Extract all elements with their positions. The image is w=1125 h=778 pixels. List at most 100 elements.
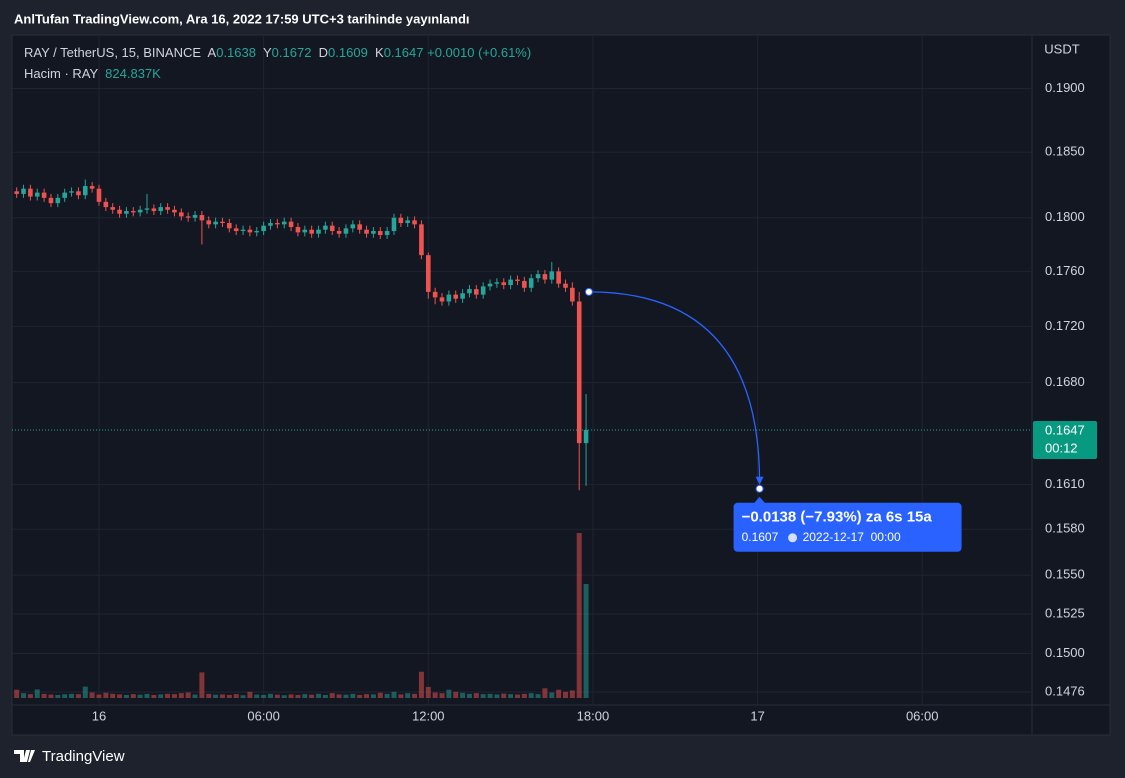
- volume-bar: [240, 695, 246, 698]
- volume-bar: [34, 689, 40, 698]
- y-tick-label: 0.1800: [1045, 209, 1085, 224]
- brand: TradingView: [42, 748, 125, 765]
- volume-bar: [343, 694, 349, 698]
- ohlc-letter: A: [207, 45, 217, 60]
- candle-body: [213, 221, 218, 225]
- volume-bar: [302, 694, 308, 698]
- candle-body: [508, 279, 513, 286]
- volume-bar: [418, 671, 424, 698]
- logo: TradingView: [14, 748, 125, 765]
- volume-bar: [117, 694, 123, 698]
- candle-body: [137, 209, 143, 213]
- candle-body: [48, 197, 54, 204]
- symbol: RAY / TetherUS, 15, BINANCE: [24, 45, 202, 60]
- candle-body: [357, 224, 362, 230]
- candle-body: [528, 278, 534, 288]
- candle-body: [192, 215, 198, 218]
- volume-bar: [439, 693, 445, 698]
- candle-body: [110, 207, 116, 210]
- volume-bar: [569, 690, 575, 698]
- candle-body: [268, 223, 273, 226]
- volume-bar: [391, 691, 397, 698]
- volume-bar: [21, 693, 27, 698]
- candle-body: [439, 297, 445, 302]
- volume-bar: [501, 693, 507, 698]
- y-tick-label: 0.1500: [1045, 645, 1085, 660]
- caption: AnlTufan TradingView.com, Ara 16, 2022 1…: [14, 11, 470, 26]
- y-tick-label: 0.1550: [1045, 567, 1085, 582]
- y-tick-label: 0.1525: [1045, 605, 1085, 620]
- candle-body: [432, 291, 438, 298]
- volume-bar: [514, 694, 520, 698]
- volume-bar: [466, 693, 472, 698]
- candle-body: [398, 217, 404, 224]
- volume-bar: [27, 694, 33, 698]
- candle-body: [425, 255, 431, 292]
- y-tick-label: 0.1610: [1045, 476, 1085, 491]
- volume-bar: [219, 694, 225, 698]
- candle-body: [460, 293, 465, 299]
- volume-bar: [41, 693, 47, 698]
- plot-frame: [11, 34, 1111, 736]
- candle-body: [288, 221, 294, 228]
- ohlc-letter: D: [318, 45, 329, 60]
- volume-bar: [460, 692, 466, 698]
- candle-body: [82, 186, 88, 196]
- volume-bar: [480, 694, 486, 698]
- volume-bar: [535, 694, 541, 698]
- candle-body: [117, 209, 122, 214]
- candle-body: [583, 430, 589, 444]
- volume-bar: [69, 693, 75, 698]
- volume-bar: [185, 692, 191, 698]
- candle-body: [55, 197, 61, 204]
- candle-body: [227, 223, 232, 229]
- y-tick-label: 0.1720: [1045, 318, 1085, 333]
- volume-bar: [446, 689, 452, 698]
- ohlc-letter: K: [375, 45, 384, 60]
- volume-bar: [130, 694, 136, 698]
- candle-body: [96, 188, 102, 202]
- volume-bar: [398, 694, 404, 698]
- candle-body: [185, 216, 191, 218]
- candle-body: [34, 192, 40, 197]
- volume-title: Hacim · RAY: [24, 66, 98, 81]
- volume-bar: [75, 694, 81, 698]
- candle-body: [302, 229, 308, 233]
- volume-bar: [405, 693, 411, 698]
- annotation-text: −0.0138 (−7.93%) za 6s 15a: [742, 509, 933, 526]
- candle-body: [240, 229, 246, 232]
- volume-bar: [110, 693, 116, 698]
- candle-body: [76, 191, 81, 196]
- volume-bar: [137, 694, 143, 698]
- candle-body: [487, 283, 493, 287]
- candle-body: [336, 231, 342, 234]
- clock-icon: [788, 533, 798, 543]
- volume-bar: [96, 694, 102, 698]
- candle-body: [576, 301, 582, 444]
- candle-body: [199, 215, 205, 221]
- y-tick-label: 0.1580: [1045, 521, 1085, 536]
- volume-bar: [261, 694, 267, 698]
- volume-bar: [158, 694, 164, 698]
- x-tick-label: 16: [92, 708, 106, 723]
- volume-bar: [206, 693, 212, 698]
- volume-bar: [213, 694, 219, 698]
- last-price-box: [1033, 421, 1097, 460]
- candle-body: [261, 225, 266, 232]
- volume-bar: [247, 691, 253, 698]
- volume-bar: [487, 693, 493, 698]
- candle-body: [103, 201, 109, 208]
- countdown: 00:12: [1045, 440, 1078, 455]
- high-value: 0.1672: [271, 45, 312, 60]
- candle-body: [563, 283, 568, 288]
- candle-body: [405, 220, 411, 224]
- volume-bar: [103, 692, 109, 698]
- candle-body: [179, 212, 184, 217]
- volume-bar: [316, 693, 322, 698]
- candle-body: [329, 225, 335, 232]
- x-tick-label: 17: [750, 708, 764, 723]
- volume-bar: [377, 692, 383, 698]
- volume-bar: [89, 692, 95, 698]
- marks: [12, 179, 1032, 698]
